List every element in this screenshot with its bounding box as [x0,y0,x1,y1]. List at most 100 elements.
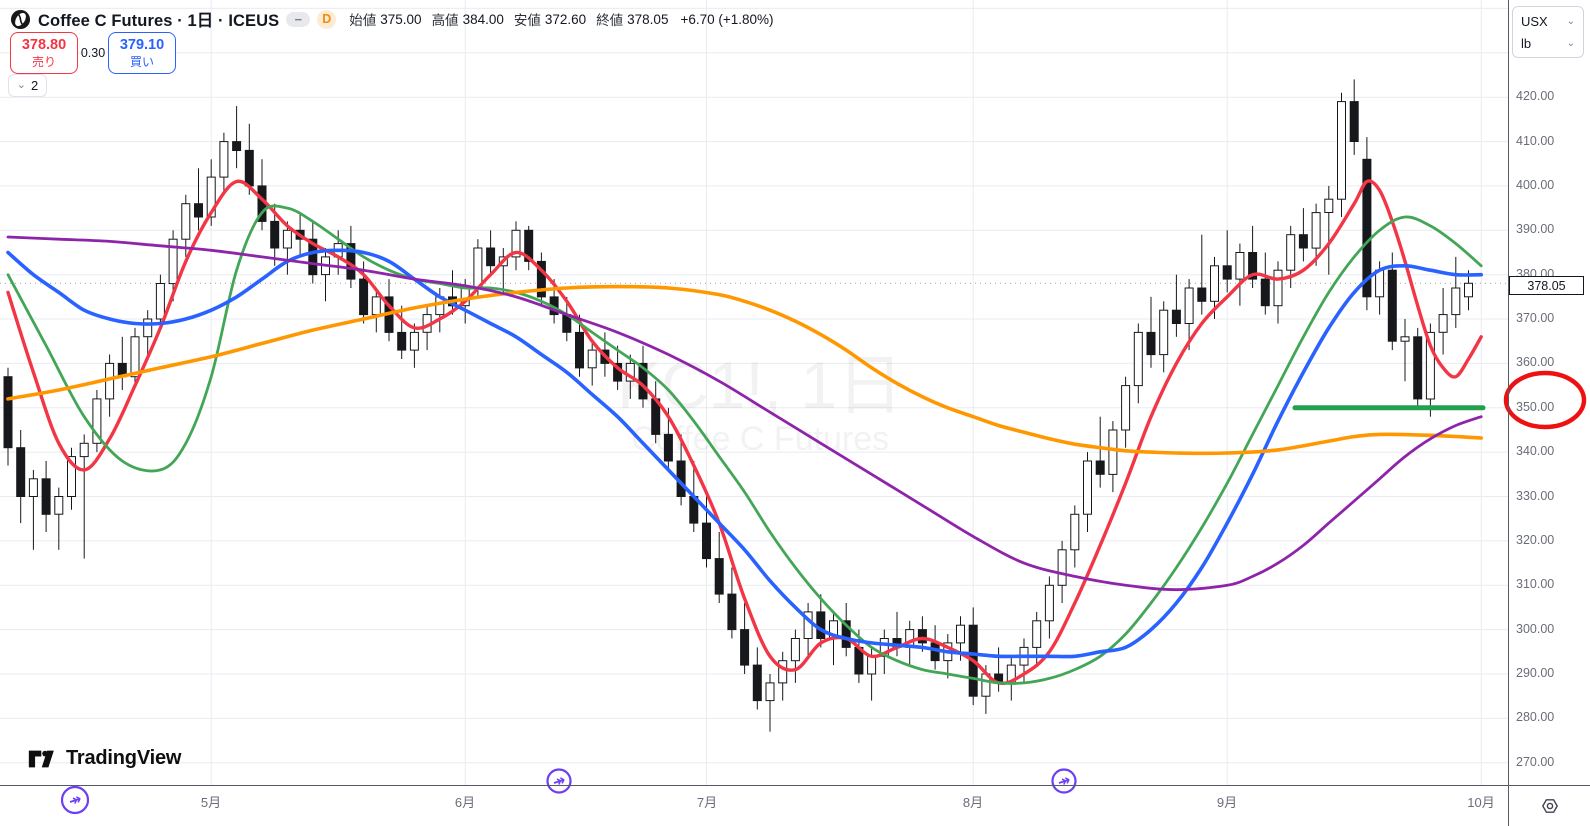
object-tree-collapse-button[interactable]: ⌄ 2 [8,74,47,97]
low-value: 372.60 [544,11,587,27]
candle-up [181,203,191,240]
daily-interval-badge[interactable]: D [317,9,337,29]
trade-panel: 378.80 売り 0.30 379.10 買い [10,32,176,74]
candle-down [244,149,254,187]
candle-down [194,203,203,218]
symbol-legend[interactable]: Coffee C Futures · 1日 · ICEUS − D 始値 375.… [10,7,774,31]
candle-down [1146,331,1156,356]
price-axis-label: 340.00 [1516,444,1555,458]
symbol-title[interactable]: Coffee C Futures · 1日 · ICEUS [38,12,280,30]
candle-up [282,229,292,249]
sell-button[interactable]: 378.80 売り [10,32,78,74]
open-value: 375.00 [380,11,422,27]
price-axis-label: 410.00 [1516,134,1555,148]
high-label: 高値 [431,13,459,28]
candle-down [16,447,26,498]
spread-value: 0.30 [80,46,106,60]
candle-down [524,229,534,262]
hide-indicator-icon[interactable]: − [286,11,311,27]
ma-line-ma-fast [6,179,1483,686]
candle-up [778,660,788,684]
candle-up [1108,429,1118,475]
candle-up [1400,336,1410,342]
candle-up [206,176,216,218]
candle-up [1133,331,1143,387]
price-axis-label: 330.00 [1516,489,1555,503]
chevron-down-icon: ⌄ [1566,15,1575,27]
candle-down [1349,101,1359,142]
gear-icon [1541,799,1558,813]
candle-up [1184,287,1194,324]
candle-down [270,220,280,249]
price-axis-label: 400.00 [1516,178,1555,192]
candle-down [536,260,546,298]
tradingview-logo[interactable]: TradingView [28,747,181,770]
low-label: 安値 [513,13,541,28]
time-axis-label: 8月 [962,795,984,810]
high-value: 384.00 [462,11,504,27]
ma-line-ma-slow-orange [6,284,1483,456]
candle-up [1210,265,1219,302]
price-axis-label: 390.00 [1516,222,1555,236]
candle-down [486,247,496,267]
candle-down [1248,252,1258,280]
candle-up [1121,385,1131,431]
ma-line-ma-mid-green [6,204,1483,685]
price-axis-label: 370.00 [1516,311,1555,325]
buy-label: 買い [129,54,154,69]
candle-up [219,141,229,178]
candle-down [1362,158,1372,298]
tradingview-logo-text: TradingView [66,747,182,769]
candle-up [790,638,800,662]
candle-down [816,611,826,640]
buy-price: 379.10 [119,37,165,54]
chevron-down-icon: ⌄ [1566,37,1575,49]
time-axis-label: 6月 [454,795,476,810]
candle-down [740,629,750,666]
minus-icon: − [294,11,303,27]
candle-up [92,398,102,444]
buy-button[interactable]: 379.10 買い [108,32,176,74]
candle-up [1083,460,1092,515]
candle-down [1095,460,1105,475]
price-axis-label: 320.00 [1516,533,1555,547]
candle-up [28,478,38,497]
candle-up [1286,234,1296,271]
candle-down [727,593,737,631]
price-axis-label: 280.00 [1516,710,1555,724]
candle-down [232,141,242,152]
contract-change-icon[interactable]: ↠ [60,785,90,815]
object-count: 2 [30,78,39,93]
candle-down [1197,287,1207,302]
ohlc-readout: 始値 375.00 高値 384.00 安値 372.60 終値 378.05 +6.7… [349,9,773,29]
contract-change-icon[interactable]: ↠ [546,768,572,794]
contract-change-icon[interactable]: ↠ [1051,768,1077,794]
price-axis-border [1508,0,1509,826]
highlight-circle-drawing[interactable] [1503,370,1587,430]
axis-settings-button[interactable] [1509,786,1590,826]
time-axis-label: 7月 [696,795,718,810]
candle-up [1032,620,1042,648]
candle-up [511,229,521,258]
coffee-symbol-icon [10,9,31,29]
time-axis-border [0,785,1590,786]
candle-up [409,331,419,351]
candle-up [371,296,381,316]
currency-unit-value: USX [1521,13,1548,29]
candle-up [67,456,76,498]
currency-unit-dropdown[interactable]: USX ⌄ [1521,14,1575,29]
last-price-label: 378.05 [1509,276,1584,295]
candle-down [1387,269,1397,342]
price-axis-label: 420.00 [1516,89,1555,103]
measure-unit-dropdown[interactable]: lb ⌄ [1521,36,1575,51]
candle-down [1413,336,1423,400]
close-label: 終値 [596,13,624,28]
price-axis-label: 290.00 [1516,666,1555,680]
candle-up [956,624,965,644]
price-axis-label: 350.00 [1516,400,1555,414]
price-axis-label: 310.00 [1516,577,1555,591]
candle-down [752,664,762,702]
candle-up [155,283,165,320]
